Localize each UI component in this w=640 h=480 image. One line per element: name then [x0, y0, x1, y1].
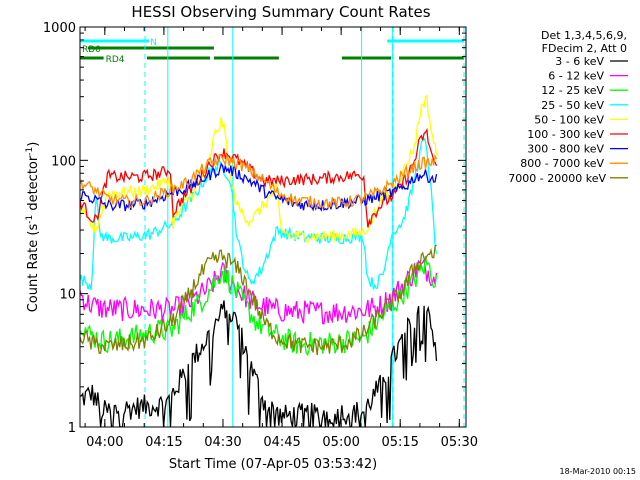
- series-line: [80, 153, 438, 210]
- x-tick-label: 04:15: [145, 435, 182, 450]
- flag-label: RD0: [82, 45, 101, 55]
- axis-ticks: 1 10 100 1000 04:00 04:15 04:30 04:45 05:00 05:15…: [43, 21, 478, 450]
- legend-label: 50 - 100 keV: [534, 113, 604, 126]
- legend-label: 100 - 300 keV: [527, 128, 604, 141]
- series-line: [80, 300, 438, 427]
- x-tick-label: 04:30: [204, 435, 241, 450]
- series-line: [80, 255, 438, 357]
- chart-title: HESSI Observing Summary Count Rates: [131, 3, 430, 21]
- series-line: [80, 244, 437, 356]
- timestamp: 18-Mar-2010 00:15: [560, 467, 637, 476]
- legend-header: FDecim 2, Att 0: [542, 42, 627, 55]
- legend-label: 25 - 50 keV: [541, 99, 604, 112]
- y-tick-label: 100: [51, 154, 76, 169]
- series-line: [80, 162, 438, 212]
- y-axis-label-part2: detector: [26, 155, 41, 215]
- x-tick-label: 04:45: [263, 435, 300, 450]
- y-axis-label-sup1: -1: [25, 215, 35, 224]
- plot-frame: [79, 26, 467, 428]
- legend-label: 3 - 6 keV: [555, 55, 604, 68]
- legend-label: 12 - 25 keV: [541, 84, 604, 97]
- saa-markers: [80, 27, 465, 427]
- y-tick-label: 10: [59, 288, 76, 303]
- legend-label: 6 - 12 keV: [548, 70, 604, 83]
- y-axis-label-part3: ): [26, 142, 41, 147]
- x-tick-label: 05:30: [441, 435, 478, 450]
- y-axis-label: Count Rate (s-1 detector-1): [25, 142, 41, 313]
- y-tick-label: 1: [68, 421, 76, 436]
- legend-label: 800 - 7000 keV: [520, 157, 604, 170]
- flag-label: N: [150, 38, 157, 48]
- legend: Det 1,3,4,5,6,9,FDecim 2, Att 03 - 6 keV…: [508, 29, 628, 185]
- x-tick-label: 05:15: [381, 435, 418, 450]
- legend-label: 300 - 800 keV: [527, 143, 604, 156]
- legend-label: 7000 - 20000 keV: [508, 172, 606, 185]
- y-axis-label-sup2: -1: [25, 147, 35, 156]
- y-axis-label-part1: Count Rate (s: [26, 224, 41, 313]
- observing-flags: N RD0 RD4: [80, 38, 465, 65]
- flag-label: RD4: [106, 55, 125, 65]
- x-axis-label: Start Time (07-Apr-05 03:53:42): [169, 457, 377, 472]
- series-line: [80, 137, 438, 291]
- x-tick-label: 04:00: [86, 435, 123, 450]
- x-tick-label: 05:00: [322, 435, 359, 450]
- series-group: [80, 94, 438, 427]
- legend-header: Det 1,3,4,5,6,9,: [541, 29, 627, 42]
- y-tick-label: 1000: [43, 21, 76, 36]
- series-line: [80, 94, 438, 243]
